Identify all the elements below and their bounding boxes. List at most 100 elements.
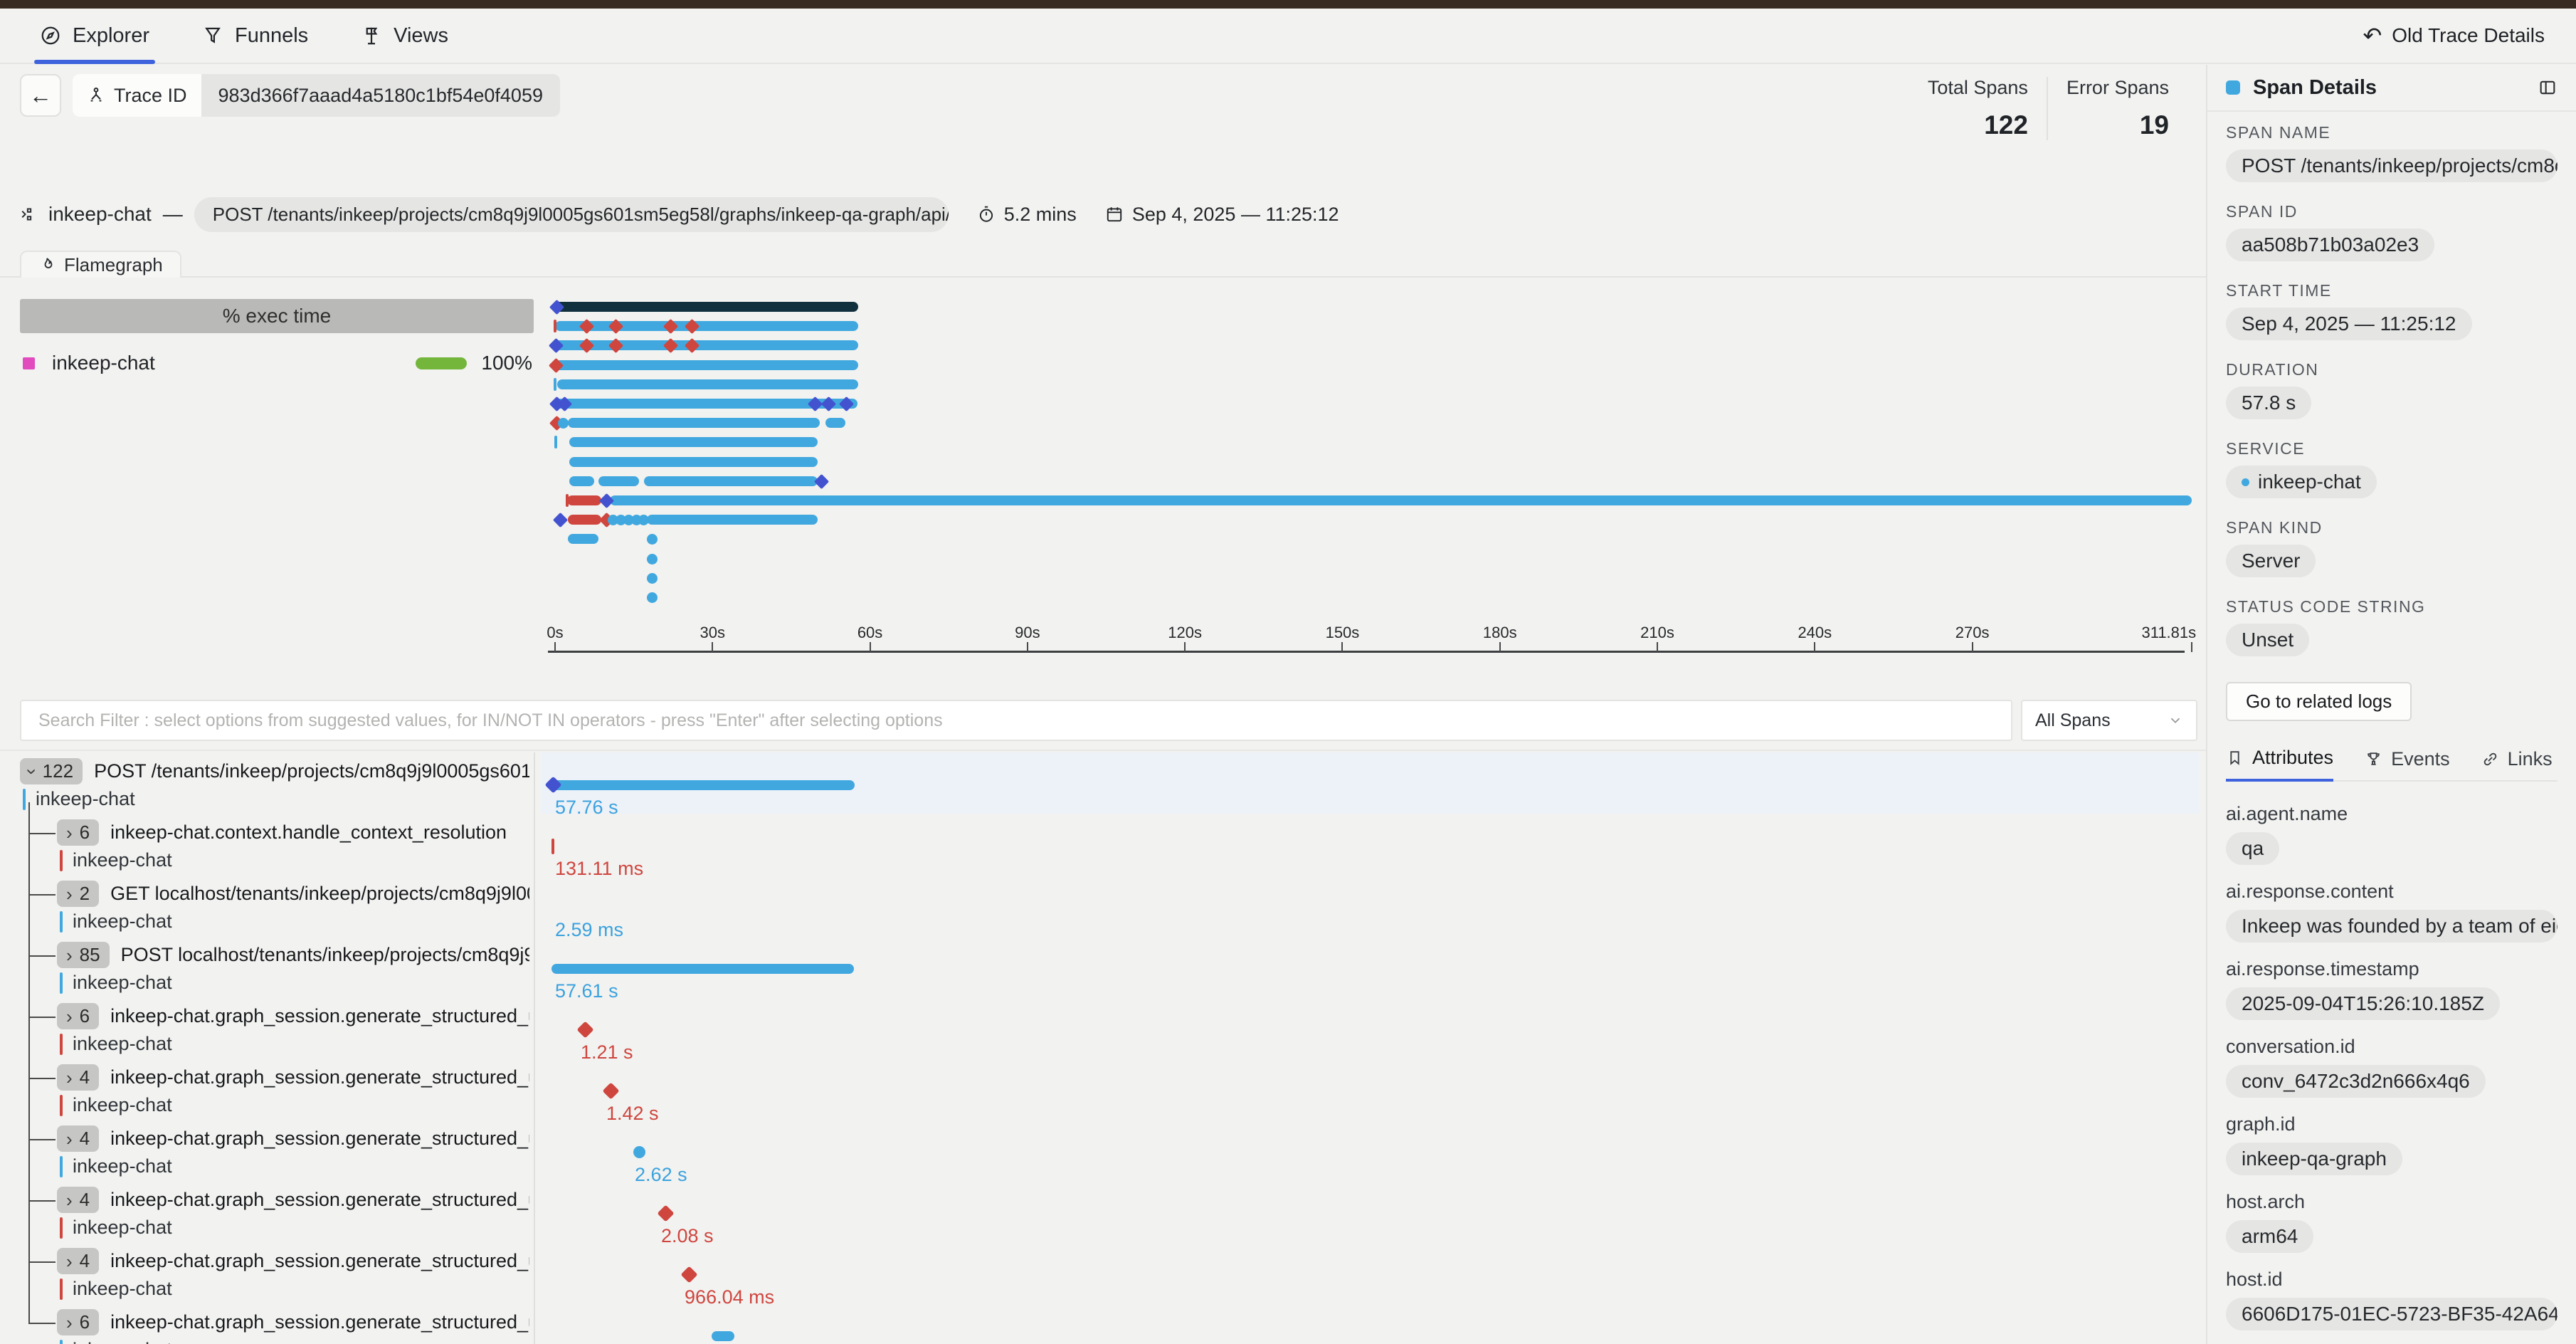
waterfall-dot-marker[interactable] <box>633 1146 646 1158</box>
field-value-pill[interactable]: 57.8 s <box>2226 387 2312 419</box>
waterfall-row[interactable]: 131.11 ms <box>541 814 2199 879</box>
flamegraph-diamond-marker[interactable] <box>813 473 830 489</box>
go-to-related-logs-button[interactable]: Go to related logs <box>2226 682 2412 721</box>
waterfall-row[interactable]: 1.42 s <box>541 1059 2199 1124</box>
span-count-badge[interactable]: › 4 <box>57 1187 100 1213</box>
span-count-badge[interactable]: › 85 <box>57 942 110 968</box>
waterfall-duration-bar[interactable] <box>551 964 854 974</box>
waterfall-row[interactable]: 57.61 s <box>541 936 2199 1002</box>
flamegraph-tick-marker[interactable] <box>554 320 556 333</box>
waterfall-row[interactable]: 2.62 s <box>541 1120 2199 1185</box>
attribute-value-pill[interactable]: arm64 <box>2226 1220 2314 1253</box>
attribute-value-pill[interactable]: conv_6472c3d2n666x4q6 <box>2226 1065 2486 1098</box>
flamegraph-dot-marker[interactable] <box>647 534 658 545</box>
field-value-pill[interactable]: Sep 4, 2025 — 11:25:12 <box>2226 308 2472 340</box>
flamegraph-span-bar[interactable] <box>555 321 859 332</box>
waterfall-row[interactable]: 1.21 s <box>541 997 2199 1063</box>
span-count-badge[interactable]: › 6 <box>57 1003 100 1029</box>
flamegraph-tick-marker[interactable] <box>554 377 556 391</box>
flamegraph-span-bar[interactable] <box>555 359 859 370</box>
flamegraph-span-bar[interactable] <box>647 515 818 525</box>
tree-row[interactable]: › 4 inkeep-chat.graph_session.generate_str… <box>0 1242 534 1303</box>
flamegraph-span-bar[interactable] <box>598 476 640 486</box>
tab-attributes[interactable]: Attributes <box>2226 747 2334 782</box>
tree-row[interactable]: › 6 inkeep-chat.graph_session.generate_str… <box>0 997 534 1059</box>
attribute-value-pill[interactable]: qa <box>2226 832 2280 865</box>
breadcrumb-endpoint[interactable]: POST /tenants/inkeep/projects/cm8q9j9l00… <box>194 196 949 232</box>
field-value-pill[interactable]: Server <box>2226 545 2316 577</box>
tab-links[interactable]: Links <box>2481 748 2553 780</box>
flamegraph-canvas[interactable] <box>548 299 2206 615</box>
waterfall-row[interactable]: 2.59 ms <box>541 875 2199 940</box>
flamegraph-tick-marker[interactable] <box>565 494 569 507</box>
span-count-badge[interactable]: › 6 <box>57 819 100 846</box>
waterfall-diamond-marker[interactable] <box>602 1082 620 1100</box>
tree-row[interactable]: › 4 inkeep-chat.graph_session.generate_str… <box>0 1059 534 1120</box>
tab-explorer[interactable]: Explorer <box>34 9 155 64</box>
waterfall-diamond-marker[interactable] <box>576 1021 594 1039</box>
flamegraph-span-bar[interactable] <box>556 379 859 389</box>
span-count-badge[interactable]: › 4 <box>57 1064 100 1091</box>
search-filter-input[interactable] <box>20 700 2012 741</box>
flamegraph-span-bar[interactable] <box>610 495 2192 505</box>
attribute-value-pill[interactable]: 6606D175-01EC-5723-BF35-42A6486... <box>2226 1298 2557 1330</box>
attribute-value-pill[interactable]: 2025-09-04T15:26:10.185Z <box>2226 987 2500 1020</box>
span-count-badge[interactable]: › 6 <box>57 1309 100 1335</box>
waterfall-row[interactable]: 966.04 ms <box>541 1242 2199 1308</box>
tree-row[interactable]: › 122 POST /tenants/inkeep/projects/cm8q9j… <box>0 752 534 814</box>
trace-id-value[interactable]: 983d366f7aaad4a5180c1bf54e0f4059 <box>201 74 560 117</box>
tree-row[interactable]: › 2 GET localhost/tenants/inkeep/projects/… <box>0 875 534 936</box>
waterfall-tick-marker[interactable] <box>551 839 554 854</box>
flamegraph-span-bar[interactable] <box>568 534 599 545</box>
back-button[interactable]: ← <box>20 74 61 117</box>
exec-time-header[interactable]: % exec time <box>20 299 534 333</box>
span-count-badge[interactable]: › 122 <box>20 758 83 784</box>
tree-row[interactable]: › 85 POST localhost/tenants/inkeep/project… <box>0 936 534 997</box>
flamegraph-span-bar[interactable] <box>555 340 859 351</box>
attribute-value-pill[interactable]: inkeep-qa-graph <box>2226 1143 2402 1175</box>
waterfall-diamond-marker[interactable] <box>657 1204 675 1222</box>
flamegraph-span-bar[interactable] <box>569 437 818 448</box>
flamegraph-dot-marker[interactable] <box>647 572 658 584</box>
flamegraph-dot-marker[interactable] <box>647 592 658 603</box>
flamegraph-dot-marker[interactable] <box>647 553 658 565</box>
waterfall-row[interactable]: 57.76 s <box>541 752 2199 818</box>
flamegraph-span-bar[interactable] <box>555 302 859 312</box>
tree-row[interactable]: › 4 inkeep-chat.graph_session.generate_str… <box>0 1120 534 1181</box>
span-count-badge[interactable]: › 2 <box>57 881 100 907</box>
span-count-badge[interactable]: › 4 <box>57 1125 100 1152</box>
flamegraph-span-bar[interactable] <box>569 456 818 467</box>
flamegraph-span-bar[interactable] <box>644 476 818 486</box>
flamegraph-span-bar[interactable] <box>568 515 601 525</box>
flamegraph-diamond-marker[interactable] <box>553 513 569 528</box>
flamegraph-tick-marker[interactable] <box>554 436 557 449</box>
old-trace-details-link[interactable]: ↶ Old Trace Details <box>2363 24 2545 47</box>
attribute-value-pill[interactable]: Inkeep was founded by a team of eigh... <box>2226 910 2557 943</box>
waterfall-duration-bar[interactable] <box>711 1331 735 1341</box>
flamegraph-dot-marker[interactable] <box>638 515 649 526</box>
flamegraph-span-bar[interactable] <box>825 418 845 429</box>
field-value-pill[interactable]: aa508b71b03a02e3 <box>2226 229 2435 261</box>
field-value-pill[interactable]: inkeep-chat <box>2226 466 2377 498</box>
service-legend-row[interactable]: inkeep-chat 100% <box>23 349 532 377</box>
tree-row[interactable]: › 4 inkeep-chat.graph_session.generate_str… <box>0 1181 534 1242</box>
field-value-pill[interactable]: POST /tenants/inkeep/projects/cm8q9j... <box>2226 149 2557 182</box>
flamegraph-span-bar[interactable] <box>555 399 857 409</box>
waterfall-row[interactable]: 2.08 s <box>541 1181 2199 1246</box>
tab-views[interactable]: Views <box>361 9 448 63</box>
collapse-panel-icon[interactable] <box>2538 78 2557 98</box>
tree-row[interactable]: › 6 inkeep-chat.graph_session.generate_str… <box>0 1303 534 1344</box>
span-count-badge[interactable]: › 4 <box>57 1248 100 1274</box>
tree-row[interactable]: › 6 inkeep-chat.context.handle_context_res… <box>0 814 534 875</box>
flamegraph-span-bar[interactable] <box>568 418 820 429</box>
waterfall-row[interactable]: 4.36 s <box>541 1303 2199 1344</box>
field-value-pill[interactable]: Unset <box>2226 624 2310 656</box>
waterfall-diamond-marker[interactable] <box>680 1266 698 1283</box>
waterfall-duration-bar[interactable] <box>551 780 855 790</box>
flamegraph-span-bar[interactable] <box>566 495 601 505</box>
flamegraph-dot-marker[interactable] <box>558 418 569 429</box>
spans-filter-select[interactable]: All Spans <box>2021 700 2197 741</box>
tab-funnels[interactable]: Funnels <box>202 9 308 63</box>
tab-flamegraph[interactable]: Flamegraph <box>20 251 181 278</box>
flamegraph-span-bar[interactable] <box>569 476 595 486</box>
